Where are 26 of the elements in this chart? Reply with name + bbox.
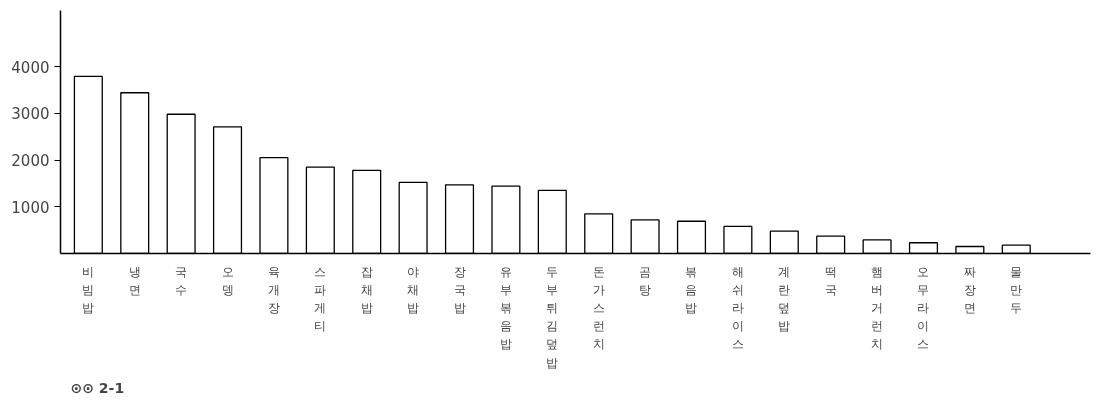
y-tick-label: 1000 — [11, 198, 50, 217]
x-tick-label: 육개장 — [267, 264, 280, 315]
x-tick-label: 스파게티 — [314, 264, 327, 334]
x-tick-label: 오뎅 — [221, 264, 234, 297]
x-tick-label: 비빔밥 — [82, 264, 95, 315]
x-tick-label: 계란덮밥 — [778, 264, 791, 334]
x-tick-label: 떡국 — [824, 264, 837, 297]
x-tick-label: 물만두 — [1010, 264, 1023, 315]
x-tick-label: 햄버거런치 — [871, 264, 884, 352]
text: ⊙⊙ 2-1 — [70, 379, 125, 396]
x-tick-label: 잡채밥 — [360, 264, 373, 315]
x-tick-label: 유부볶음밥 — [499, 264, 512, 352]
x-tick-label: 오무라이스 — [917, 264, 930, 352]
y-tick-label: 2000 — [11, 152, 50, 171]
x-tick-label: 볶음밥 — [685, 264, 698, 315]
x-tick-label: 짜장면 — [963, 264, 976, 315]
y-tick-label: 4000 — [11, 58, 50, 77]
y-tick-label: 3000 — [11, 105, 50, 124]
x-tick-label: 곰탕 — [639, 264, 652, 297]
x-tick-label: 장국밥 — [453, 264, 466, 315]
x-tick-label: 야채밥 — [407, 264, 420, 315]
x-tick-label: 국수 — [175, 264, 188, 297]
x-tick-label: 돈가스런치 — [592, 264, 605, 352]
x-tick-label: 두부튀김덮밥 — [546, 264, 559, 370]
x-tick-label: 해쉬라이스 — [731, 264, 744, 352]
x-tick-label: 냉면 — [128, 264, 141, 297]
